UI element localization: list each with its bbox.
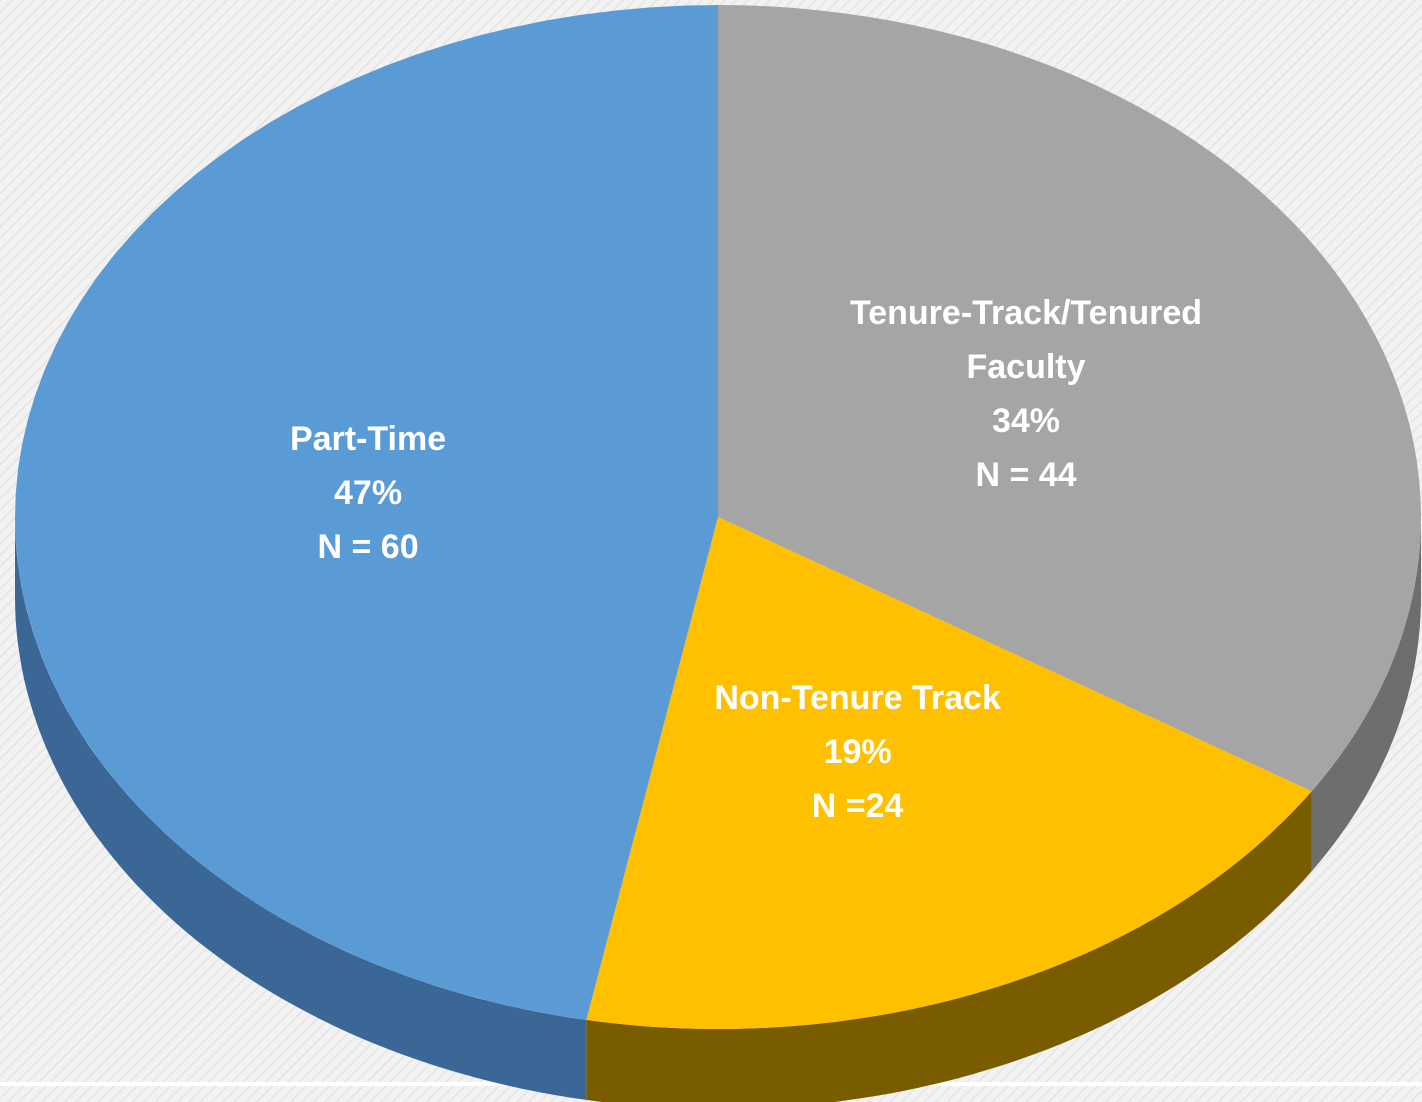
data-label: Non-Tenure Track 19% N =24 [638, 671, 1078, 833]
slice-side [586, 791, 1312, 1102]
count-label: N =24 [811, 786, 904, 825]
percent-label: 34% [991, 401, 1061, 440]
percent-label: 47% [334, 473, 403, 512]
category-label: Non-Tenure Track [714, 678, 1001, 717]
slice [586, 517, 1312, 1029]
slice-side [15, 517, 587, 1100]
category-label: Tenure-Track/Tenured Faculty [849, 293, 1203, 386]
count-label: N = 44 [975, 455, 1077, 494]
data-label: Part-Time 47% N = 60 [148, 412, 588, 574]
slice [15, 5, 718, 1020]
percent-label: 19% [823, 732, 892, 771]
count-label: N = 60 [317, 527, 419, 566]
data-label: Tenure-Track/Tenured Faculty 34% N = 44 [806, 286, 1246, 502]
slice [718, 5, 1421, 792]
category-label: Part-Time [289, 419, 447, 458]
slice-side [1311, 517, 1421, 872]
